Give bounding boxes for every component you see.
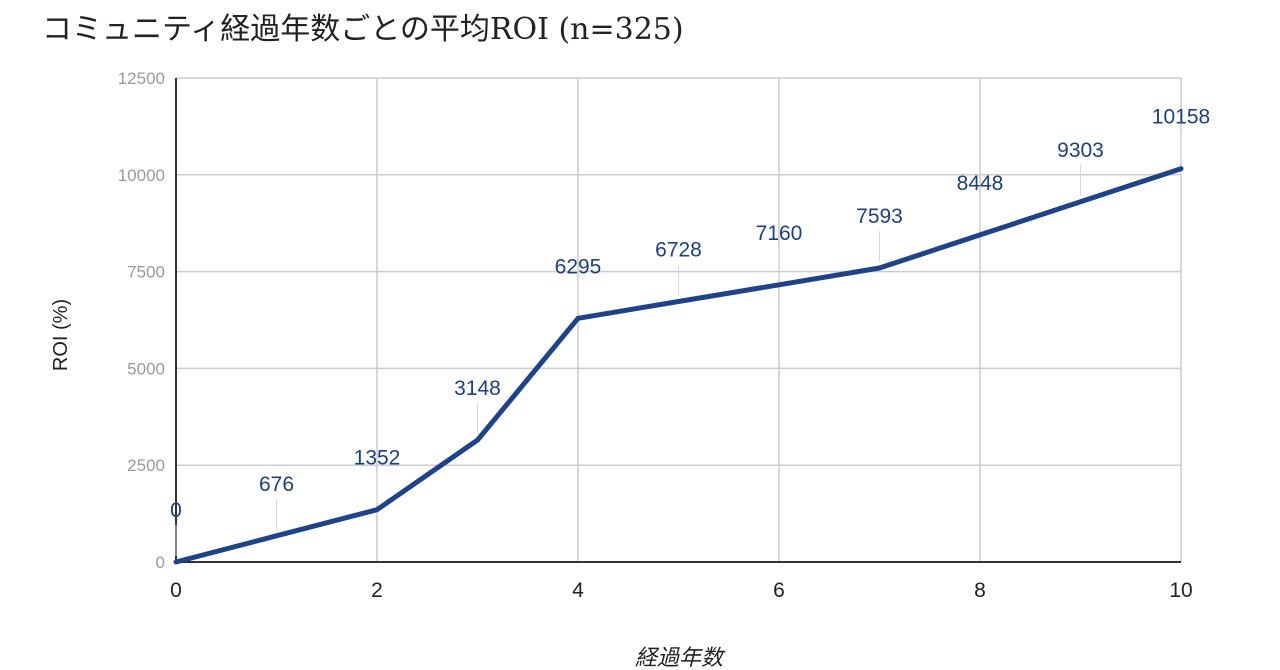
data-label: 7160 — [756, 222, 803, 245]
tick-labels: 0 2500 5000 7500 10000 12500 0 2 4 6 8 10 — [118, 69, 1193, 602]
y-tick-label: 7500 — [127, 263, 165, 282]
y-tick-label: 5000 — [127, 359, 165, 378]
x-tick-label: 0 — [170, 579, 182, 602]
y-axis-title: ROI (%) — [50, 299, 72, 371]
x-tick-label: 4 — [572, 579, 584, 602]
x-tick-label: 10 — [1169, 579, 1192, 602]
data-label: 0 — [170, 499, 182, 522]
data-label: 6728 — [655, 238, 702, 261]
data-label-leaders — [175, 131, 1182, 556]
data-label: 7593 — [856, 205, 903, 228]
data-label: 8448 — [957, 172, 1004, 195]
data-label: 1352 — [354, 447, 401, 470]
data-label: 9303 — [1057, 139, 1104, 162]
axes — [175, 78, 1181, 563]
grid — [176, 77, 1182, 562]
x-tick-label: 8 — [974, 579, 986, 602]
chart-title: コミュニティ経過年数ごとの平均ROI (n=325) — [42, 12, 684, 47]
x-tick-label: 6 — [773, 579, 785, 602]
data-label: 3148 — [454, 377, 501, 400]
data-label: 676 — [259, 473, 294, 496]
series-line — [173, 166, 1184, 565]
series — [173, 166, 1184, 565]
y-tick-label: 0 — [156, 553, 165, 572]
y-tick-label: 2500 — [127, 456, 165, 475]
y-tick-label: 10000 — [118, 166, 165, 185]
y-tick-label: 12500 — [118, 69, 165, 88]
data-labels: 0 676 1352 3148 6295 6728 7160 7593 8448 9303 1015… — [170, 106, 1210, 522]
data-label: 10158 — [1152, 106, 1210, 129]
x-tick-label: 2 — [371, 579, 383, 602]
data-label: 6295 — [555, 255, 602, 278]
x-axis-title: 経過年数 — [635, 646, 726, 670]
